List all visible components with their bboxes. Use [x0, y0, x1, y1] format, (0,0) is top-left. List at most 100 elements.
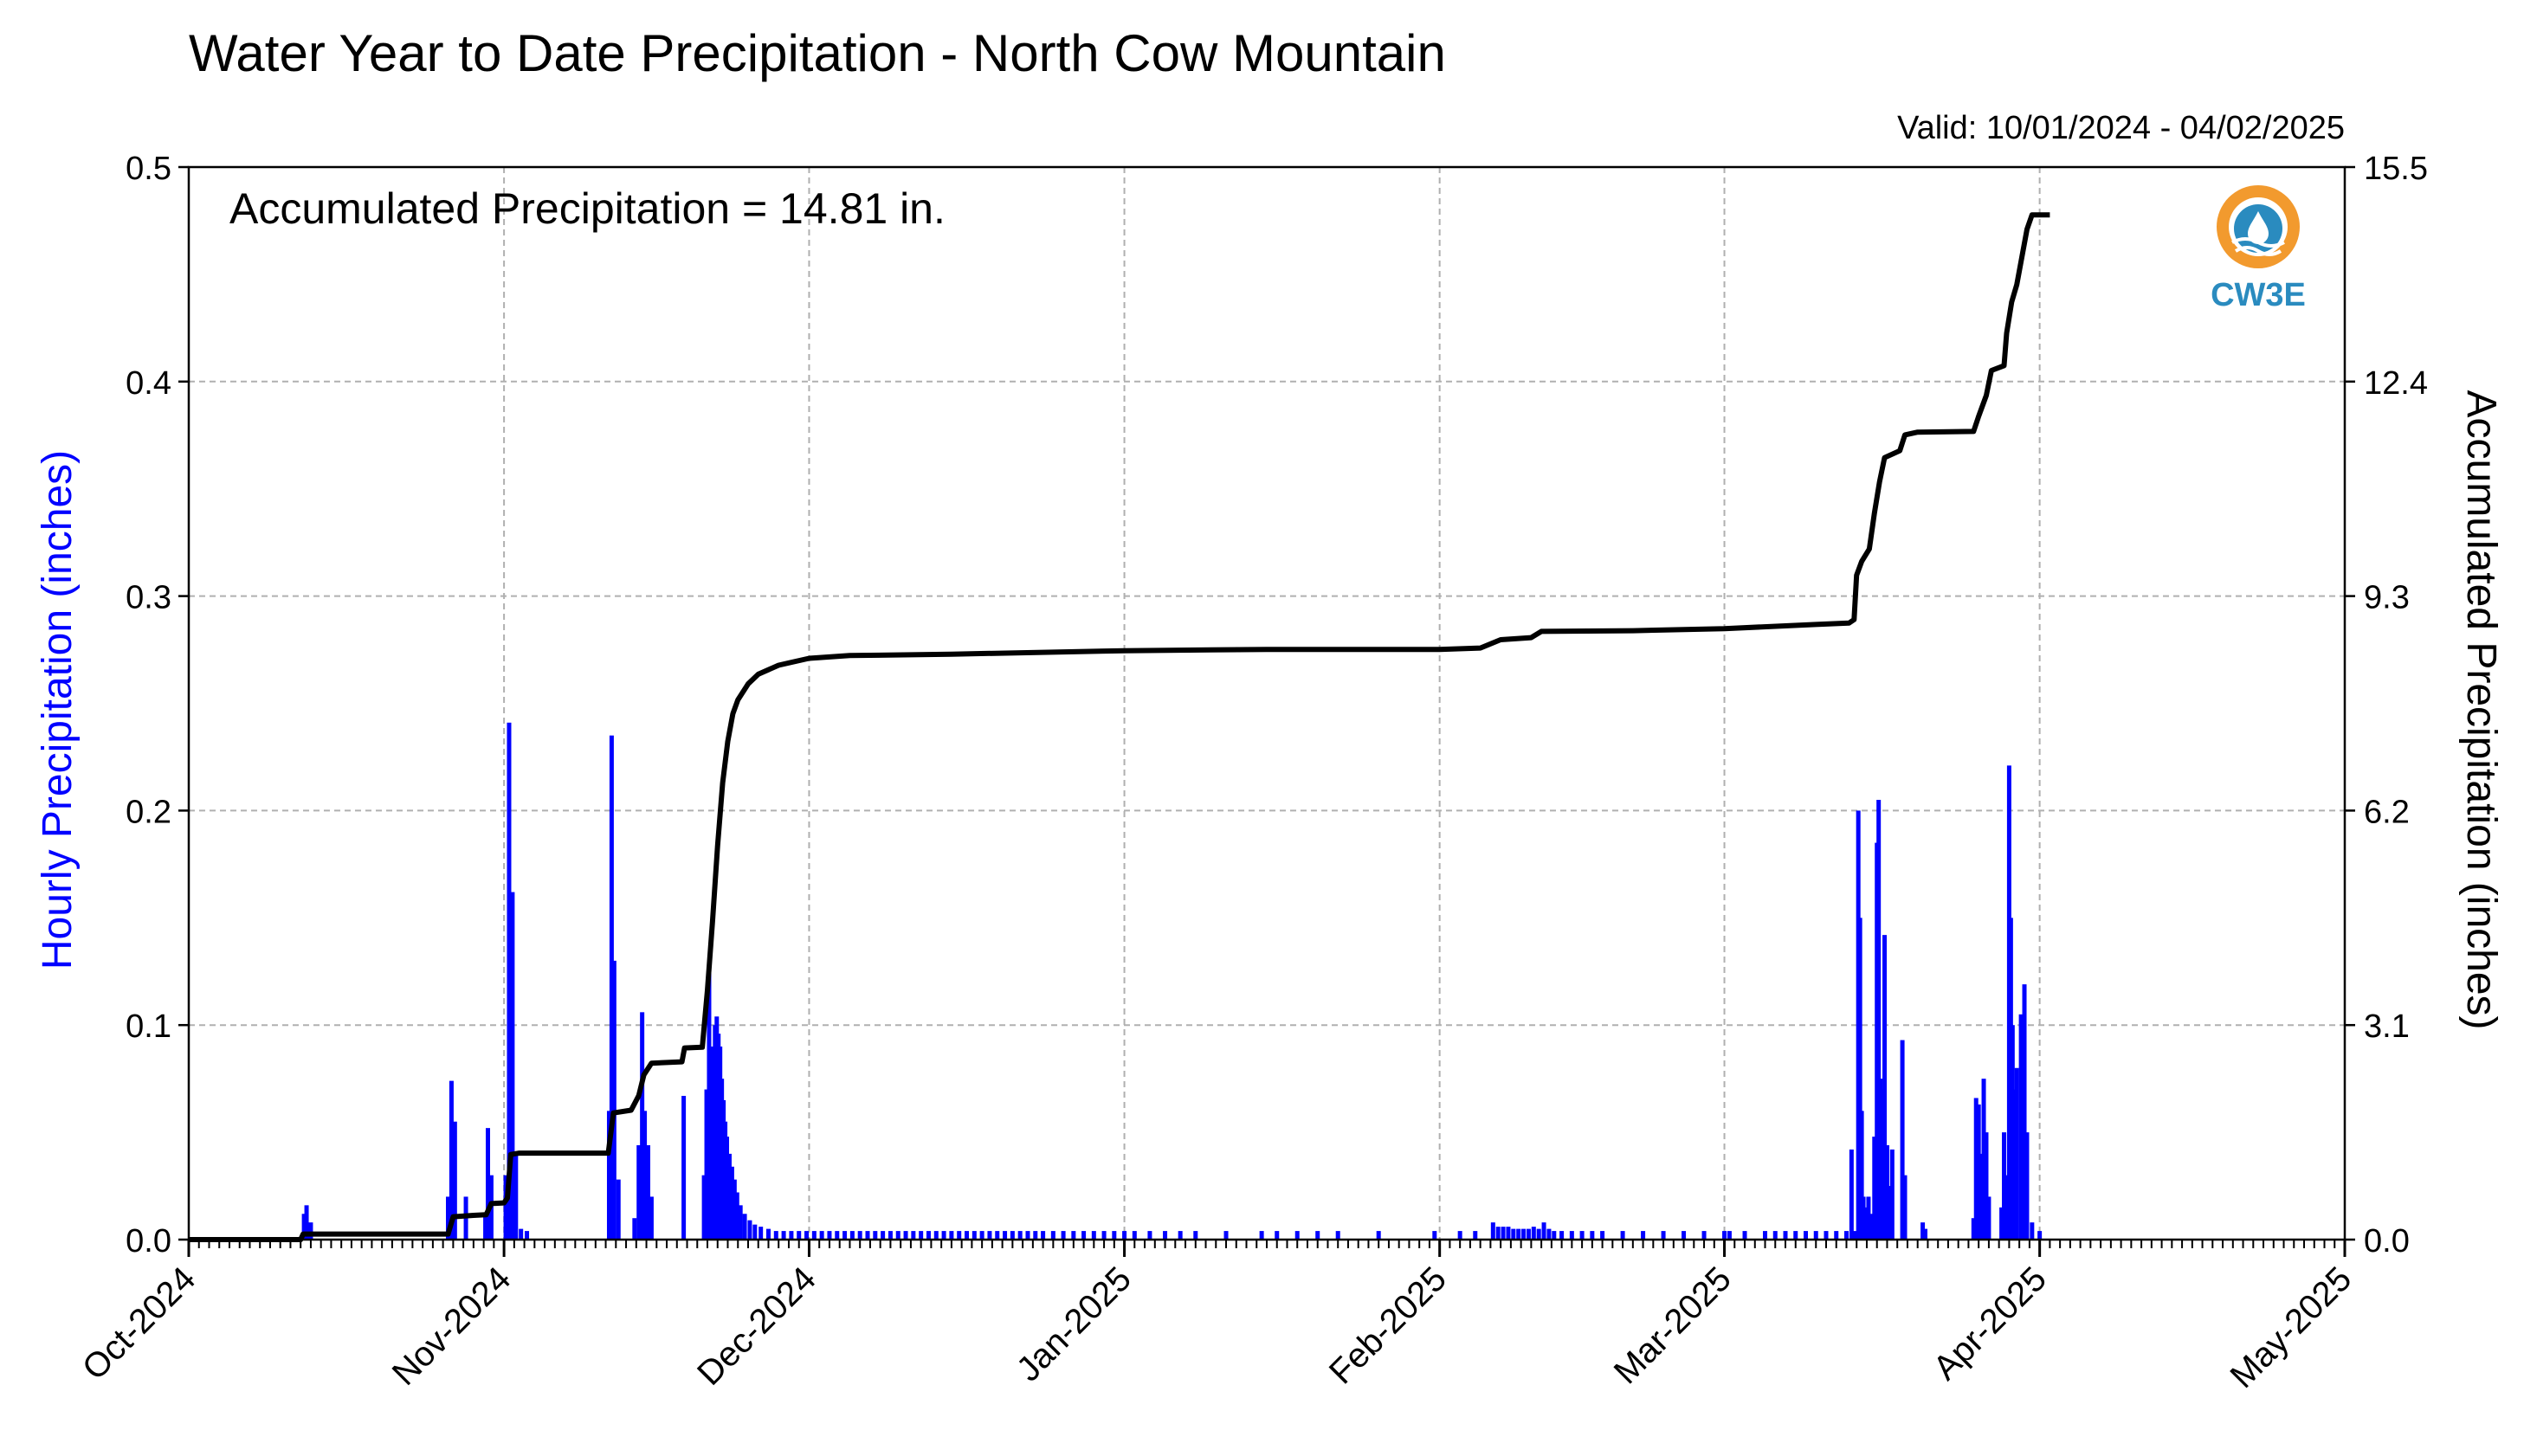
hourly-bar	[1041, 1231, 1046, 1240]
hourly-bar	[2030, 1222, 2035, 1240]
hourly-bar	[1061, 1231, 1066, 1240]
hourly-bar	[2018, 1014, 2024, 1240]
hourly-bar	[1559, 1231, 1565, 1240]
hourly-bar	[1163, 1231, 1168, 1240]
hourly-bar	[827, 1231, 832, 1240]
hourly-bar	[1223, 1231, 1229, 1240]
hourly-bar	[881, 1231, 886, 1240]
x-tick-label: Nov-2024	[385, 1260, 519, 1393]
hourly-bar	[1900, 1040, 1905, 1240]
hourly-bar	[1824, 1231, 1829, 1240]
y-tick-label-left: 0.5	[126, 151, 171, 187]
hourly-bar	[1552, 1231, 1557, 1240]
hourly-bar	[729, 1166, 734, 1240]
hourly-bar	[1178, 1231, 1183, 1240]
hourly-bar	[758, 1227, 764, 1240]
hourly-bar	[933, 1231, 939, 1240]
hourly-bar	[2004, 1175, 2009, 1240]
hourly-bar	[513, 1153, 519, 1240]
accumulated-line	[189, 212, 2050, 1242]
hourly-bar	[1132, 1231, 1137, 1240]
hourly-bar	[1920, 1222, 1926, 1240]
hourly-bar	[1600, 1231, 1605, 1240]
hourly-bar	[1772, 1231, 1778, 1240]
hourly-bar	[726, 1153, 732, 1240]
hourly-bar	[507, 722, 512, 1240]
hourly-bar	[987, 1231, 992, 1240]
hourly-bar	[979, 1231, 984, 1240]
hourly-bar	[811, 1231, 817, 1240]
hourly-bar	[1536, 1228, 1541, 1240]
hourly-bar	[804, 1231, 810, 1240]
hourly-bar	[1526, 1228, 1531, 1240]
hourly-bar	[1122, 1231, 1127, 1240]
hourly-bar	[747, 1220, 752, 1240]
hourly-bar	[842, 1231, 848, 1240]
hourly-bar	[632, 1218, 637, 1240]
hourly-bar	[2022, 984, 2027, 1240]
hourly-bar	[1432, 1231, 1437, 1240]
hourly-bar	[752, 1224, 758, 1240]
hourly-bar	[1541, 1222, 1546, 1240]
hourly-bar	[1843, 1231, 1849, 1240]
hourly-bar	[503, 1175, 508, 1240]
y-axis-label-left: Hourly Precipitation (inches)	[35, 450, 81, 970]
hourly-bar	[1923, 1228, 1928, 1240]
y-tick-label-left: 0.4	[126, 365, 171, 402]
hourly-bar	[1999, 1207, 2004, 1240]
hourly-bar	[510, 892, 515, 1240]
hourly-bar	[1546, 1228, 1552, 1240]
hourly-bar	[789, 1231, 794, 1240]
hourly-bar	[1506, 1227, 1511, 1240]
hourly-bar	[1880, 1089, 1885, 1240]
hourly-bar	[1849, 1149, 1854, 1240]
y-tick-label-right: 9.3	[2364, 580, 2410, 616]
hourly-bar	[849, 1231, 855, 1240]
x-tick-label: Dec-2024	[690, 1260, 823, 1393]
hourly-bar	[1902, 1175, 1908, 1240]
hourly-bar	[1569, 1231, 1574, 1240]
hourly-bar	[2014, 1067, 2019, 1240]
hourly-bar	[1763, 1231, 1768, 1240]
hourly-bar	[1081, 1231, 1087, 1240]
cw3e-logo-icon	[2217, 185, 2300, 268]
hourly-bar	[611, 960, 616, 1240]
hourly-bar	[742, 1214, 747, 1240]
hourly-bar	[765, 1228, 771, 1240]
hourly-bar	[642, 1111, 648, 1240]
hourly-bar	[1050, 1231, 1055, 1240]
hourly-bar	[1193, 1231, 1198, 1240]
hourly-bar	[1869, 1214, 1875, 1240]
hourly-bar	[1025, 1231, 1030, 1240]
hourly-bar	[873, 1231, 878, 1240]
hourly-bar	[704, 1089, 709, 1240]
hourly-bar	[449, 1080, 454, 1240]
hourly-bar	[1071, 1231, 1076, 1240]
hourly-bar	[781, 1231, 786, 1240]
hourly-bar	[2037, 1231, 2043, 1240]
hourly-bar	[1516, 1228, 1521, 1240]
hourly-bar	[636, 1144, 642, 1240]
hourly-bar	[452, 1121, 457, 1240]
hourly-bar	[1275, 1231, 1280, 1240]
hourly-bar	[606, 1111, 611, 1240]
hourly-bar	[1852, 1231, 1857, 1240]
hourly-bar	[941, 1231, 946, 1240]
hourly-bar	[725, 1137, 730, 1240]
hourly-bar	[1294, 1231, 1300, 1240]
hourly-bar	[797, 1231, 802, 1240]
hourly-bar	[2002, 1132, 2007, 1240]
hourly-bar	[1682, 1231, 1687, 1240]
y-tick-label-right: 15.5	[2364, 151, 2428, 187]
hourly-bar	[732, 1179, 737, 1240]
y-tick-label-left: 0.3	[126, 580, 171, 616]
hourly-bar	[1003, 1231, 1008, 1240]
hourly-bar	[1887, 1186, 1892, 1240]
hourly-bar	[1882, 935, 1888, 1240]
x-tick-label: Feb-2025	[1322, 1260, 1454, 1391]
hourly-bar	[681, 1095, 687, 1240]
hourly-bar	[1866, 1196, 1871, 1240]
hourly-bar	[649, 1196, 654, 1240]
hourly-bar	[835, 1231, 840, 1240]
